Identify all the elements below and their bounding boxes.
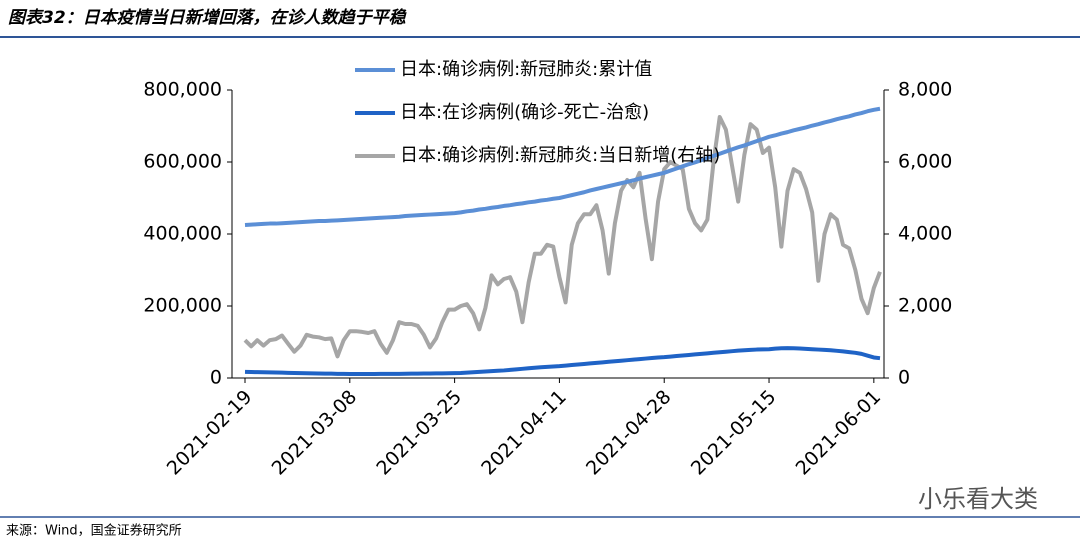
x-tick-label: 2021-05-15 (687, 386, 781, 480)
series-line (244, 346, 881, 377)
y-tick-label: 600,000 (143, 151, 222, 173)
x-tick-label: 2021-03-25 (372, 386, 466, 480)
title-bar (0, 0, 1080, 36)
chart-title: 图表32：日本疫情当日新增回落，在诊人数趋于平稳 (8, 8, 408, 28)
legend-label: 日本:在诊病例(确诊-死亡-治愈) (400, 102, 649, 123)
y-tick-label: 0 (210, 367, 222, 389)
y2-tick-label: 8,000 (898, 79, 952, 101)
x-tick-label: 2021-06-01 (792, 386, 886, 480)
y-tick-label: 800,000 (143, 79, 222, 101)
y-tick-label: 400,000 (143, 223, 222, 245)
y2-tick-label: 0 (898, 367, 910, 389)
legend-label: 日本:确诊病例:新冠肺炎:累计值 (400, 59, 652, 80)
y2-tick-label: 4,000 (898, 223, 952, 245)
series-line (244, 106, 881, 227)
x-tick-label: 2021-04-11 (477, 386, 571, 480)
series-line (243, 115, 882, 359)
y2-tick-label: 6,000 (898, 151, 952, 173)
x-tick-label: 2021-04-28 (582, 386, 676, 480)
x-tick-label: 2021-02-19 (163, 386, 257, 480)
legend-label: 日本:确诊病例:新冠肺炎:当日新增(右轴) (400, 145, 720, 166)
x-tick-label: 2021-03-08 (268, 386, 362, 480)
y2-tick-label: 2,000 (898, 295, 952, 317)
source: 来源：Wind，国金证券研究所 (6, 523, 182, 539)
watermark: 小乐看大类 (918, 485, 1038, 513)
y-tick-label: 200,000 (143, 295, 222, 317)
